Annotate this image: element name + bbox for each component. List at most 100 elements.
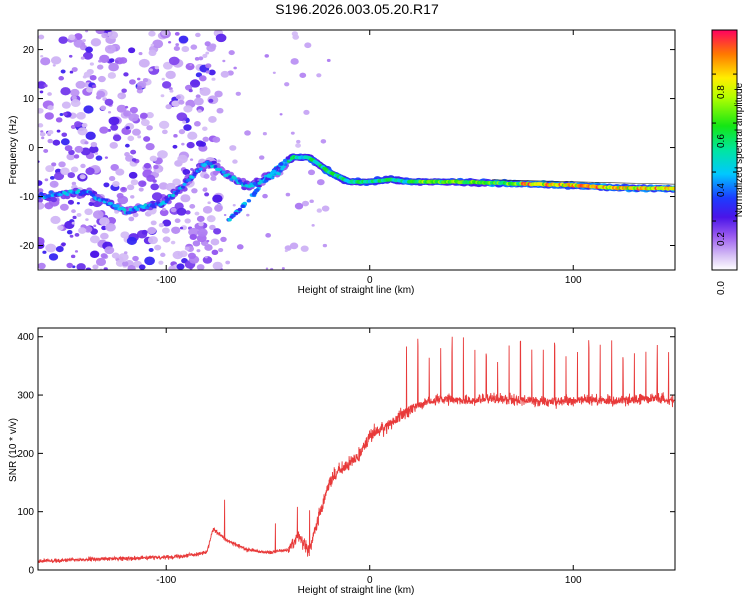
noise-blob xyxy=(162,219,172,227)
ridge-outline xyxy=(491,179,675,185)
noise-blob xyxy=(53,172,65,181)
noise-blob xyxy=(68,54,73,58)
noise-blob xyxy=(121,88,127,93)
spectrogram-heatmap xyxy=(38,30,675,270)
faint-blob xyxy=(295,143,301,148)
branch-blob xyxy=(278,162,284,166)
noise-blob xyxy=(138,52,143,56)
noise-blob xyxy=(110,164,119,171)
colorbar-gradient xyxy=(711,29,738,271)
noise-blob xyxy=(148,49,157,57)
noise-blob xyxy=(85,267,92,270)
noise-blob xyxy=(136,77,141,81)
noise-blob xyxy=(101,32,109,39)
noise-blob xyxy=(118,95,122,98)
noise-blob xyxy=(172,144,178,149)
noise-blob xyxy=(96,90,106,98)
ridge-core xyxy=(276,172,281,176)
spectrogram-xtick-label: 100 xyxy=(565,275,582,286)
noise-blob xyxy=(66,229,73,235)
noise-blob xyxy=(141,229,148,235)
noise-blob xyxy=(196,215,205,223)
noise-blob xyxy=(197,228,208,237)
ridge-core xyxy=(228,175,233,179)
noise-blob xyxy=(202,256,213,264)
noise-blob xyxy=(80,163,86,169)
spectrogram-ylabel: Frequency (Hz) xyxy=(8,116,19,185)
noise-blob xyxy=(215,33,227,43)
noise-blob xyxy=(38,202,45,210)
noise-blob xyxy=(38,188,44,194)
branch-blob xyxy=(266,174,271,178)
noise-blob xyxy=(105,222,116,232)
noise-blob xyxy=(55,117,63,123)
ridge-core xyxy=(174,191,179,195)
branch-blob xyxy=(237,207,243,212)
noise-blob xyxy=(107,31,119,40)
noise-blob xyxy=(138,58,150,68)
ridge-core xyxy=(218,168,223,172)
branch-blob xyxy=(240,204,245,209)
ridge-core xyxy=(208,162,213,166)
faint-blob xyxy=(244,130,251,136)
noise-blob xyxy=(193,97,204,106)
noise-blob xyxy=(147,236,158,245)
faint-blob xyxy=(220,236,227,242)
noise-blob xyxy=(64,145,73,152)
ridge-core xyxy=(104,198,109,202)
noise-blob xyxy=(161,77,165,81)
noise-blob xyxy=(154,244,162,251)
noise-blob xyxy=(71,67,78,72)
noise-blob xyxy=(76,263,86,270)
noise-blob xyxy=(90,141,98,148)
ridge-core xyxy=(143,203,148,207)
faint-blob xyxy=(209,43,217,49)
faint-blob xyxy=(285,192,291,197)
noise-blob xyxy=(39,132,46,137)
faint-blob xyxy=(174,218,181,224)
noise-blob xyxy=(116,104,127,113)
noise-blob xyxy=(124,152,130,157)
noise-blob xyxy=(165,104,172,110)
noise-blob xyxy=(208,69,216,76)
snr-xtick-label: -100 xyxy=(156,575,176,586)
noise-blob xyxy=(185,63,195,71)
colorbar: 0.0 0.2 0.4 0.6 0.8 Normalized spectral ampl… xyxy=(711,29,745,295)
faint-blob xyxy=(223,213,227,217)
noise-blob xyxy=(116,192,124,199)
noise-blob xyxy=(70,166,79,173)
noise-blob xyxy=(89,62,94,66)
branch-blob xyxy=(285,156,291,160)
noise-blob xyxy=(138,264,146,270)
noise-blob xyxy=(47,92,52,96)
ridge-core xyxy=(166,197,171,201)
noise-blob xyxy=(107,72,117,79)
noise-blob xyxy=(85,218,89,222)
noise-blob xyxy=(202,136,209,142)
faint-blob xyxy=(197,109,202,113)
noise-blob xyxy=(209,224,216,230)
noise-blob xyxy=(138,187,144,192)
faint-blob xyxy=(300,245,309,252)
noise-blob xyxy=(109,58,115,63)
noise-blob xyxy=(184,218,191,224)
noise-blob xyxy=(168,56,180,66)
noise-blob xyxy=(52,139,61,146)
faint-blob xyxy=(316,73,322,78)
noise-blob xyxy=(80,56,85,60)
noise-blob xyxy=(80,176,85,180)
noise-blob xyxy=(90,38,102,47)
noise-blob xyxy=(187,252,196,260)
faint-blob xyxy=(270,267,274,270)
snr-ylabel: SNR (10 * v/v) xyxy=(8,418,19,482)
faint-blob xyxy=(232,204,236,207)
faint-blob xyxy=(228,50,235,56)
noise-blob xyxy=(162,236,171,243)
snr-ytick-label: 300 xyxy=(17,391,34,402)
noise-blob xyxy=(100,232,109,240)
noise-blob xyxy=(176,263,185,270)
faint-blob xyxy=(210,175,217,181)
noise-blob xyxy=(123,72,129,77)
